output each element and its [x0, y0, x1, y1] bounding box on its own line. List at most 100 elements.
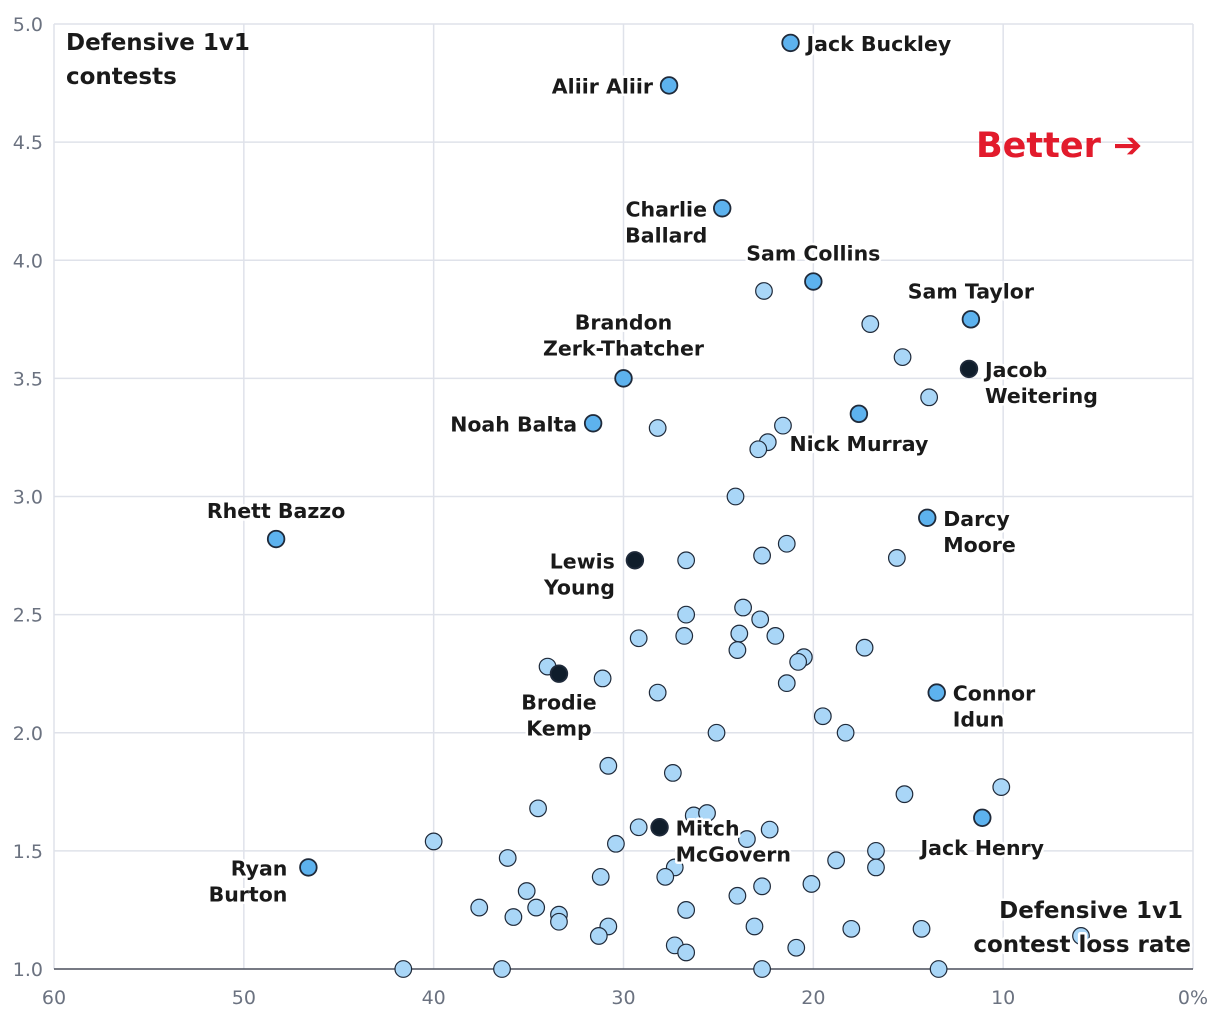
data-point — [777, 534, 796, 553]
data-point — [895, 785, 914, 804]
data-point — [734, 598, 752, 617]
data-point — [424, 832, 443, 851]
data-point — [607, 834, 625, 853]
data-point — [920, 388, 939, 407]
unlabeled-points — [394, 282, 1090, 978]
x-tick-label: 60 — [42, 987, 66, 1009]
x-axis-title-line-1: Defensive 1v1 — [999, 898, 1183, 924]
data-point — [593, 669, 612, 688]
data-point — [753, 546, 771, 565]
data-point — [728, 641, 747, 659]
point-label: Charlie Ballard — [625, 197, 707, 247]
data-point — [589, 927, 608, 945]
data-point-labeled — [781, 33, 800, 53]
data-point-labeled — [299, 858, 318, 877]
data-point-labeled — [804, 272, 823, 291]
y-tick-label: 3.0 — [13, 487, 43, 509]
data-point — [777, 674, 796, 693]
point-label-line: Weitering — [985, 384, 1098, 408]
point-label-line: Aliir Aliir — [552, 74, 654, 98]
data-point — [867, 841, 885, 860]
x-tick-label: 10 — [991, 987, 1015, 1009]
data-point — [698, 804, 716, 822]
data-point — [751, 610, 770, 629]
data-point — [827, 851, 846, 870]
data-point — [737, 830, 756, 848]
data-point — [504, 908, 523, 926]
data-point — [527, 898, 546, 917]
data-point — [663, 764, 682, 782]
point-label-line: Zerk-Thatcher — [543, 336, 705, 360]
point-label: Mitch McGovern — [676, 816, 791, 866]
data-point — [755, 282, 773, 300]
point-label-line: Sam Collins — [746, 242, 880, 266]
data-point — [726, 487, 745, 506]
x-tick-label: 50 — [232, 987, 256, 1009]
y-axis-title-line-1: Defensive 1v1 — [66, 30, 250, 56]
data-point-labeled — [713, 199, 732, 218]
data-point — [394, 960, 413, 978]
data-point-labeled — [961, 310, 981, 329]
point-label-line: Rhett Bazzo — [207, 499, 345, 523]
data-point — [629, 629, 648, 648]
point-label-line: Nick Murray — [789, 432, 928, 456]
point-label-line: Sam Taylor — [908, 279, 1035, 303]
data-point — [789, 652, 808, 671]
point-label-line: Ballard — [625, 223, 707, 247]
data-point-labeled — [625, 551, 645, 570]
data-point — [813, 707, 832, 726]
data-point — [867, 858, 885, 877]
data-point — [599, 756, 618, 775]
point-label: Aliir Aliir — [552, 74, 654, 98]
data-point — [861, 315, 880, 333]
data-point-labeled — [973, 808, 992, 828]
data-point — [470, 898, 489, 917]
labeled-points — [266, 33, 992, 877]
axis-ticks: 60 50 40 30 20 10 0% 1.0 1.5 2.0 2.5 3.0 3.5 4.0 4.5 5.… — [13, 14, 1208, 1009]
point-label-line: Noah Balta — [450, 412, 577, 436]
point-label: Jacob Weitering — [983, 358, 1098, 408]
data-point — [498, 849, 517, 867]
better-annotation: Better ➔ — [976, 126, 1142, 166]
point-label-line: Idun — [953, 708, 1005, 732]
data-point-labeled — [918, 508, 937, 527]
data-point — [855, 638, 874, 657]
y-tick-label: 2.5 — [13, 605, 43, 627]
point-label: Rhett Bazzo — [207, 499, 345, 523]
point-label: Nick Murray — [789, 432, 928, 456]
point-label-line: Jacob — [983, 358, 1047, 382]
data-point — [656, 867, 675, 886]
data-point — [749, 440, 768, 459]
data-point-labeled — [959, 359, 979, 379]
data-point — [677, 943, 696, 962]
x-axis-title: Defensive 1v1 contest loss rate — [973, 898, 1191, 958]
data-point — [591, 867, 610, 886]
data-point-labeled — [266, 529, 286, 549]
point-label-line: McGovern — [676, 842, 791, 866]
data-point-labeled — [849, 404, 869, 424]
y-tick-label: 1.5 — [13, 841, 43, 863]
y-tick-label: 3.5 — [13, 368, 43, 390]
data-point — [992, 778, 1011, 796]
data-point — [648, 419, 667, 437]
point-label: Ryan Burton — [209, 856, 288, 906]
y-tick-label: 4.0 — [13, 250, 43, 272]
data-point — [730, 624, 749, 643]
point-label-line: Ryan — [231, 856, 288, 880]
data-point — [753, 960, 771, 978]
y-axis-title-line-2: contests — [66, 64, 177, 90]
data-point-labeled — [927, 683, 946, 702]
point-label: Brandon Zerk-Thatcher — [543, 310, 705, 360]
point-label-line: Charlie — [625, 197, 707, 221]
point-label: Darcy Moore — [943, 507, 1016, 557]
point-label: Connor Idun — [953, 682, 1036, 732]
point-label-line: Moore — [943, 533, 1016, 557]
y-axis-title: Defensive 1v1 contests — [66, 30, 258, 90]
point-label: Jack Buckley — [805, 32, 952, 56]
data-point — [675, 626, 694, 645]
y-tick-label: 1.0 — [13, 959, 43, 981]
data-point-labeled — [659, 76, 679, 95]
data-point — [836, 723, 855, 742]
data-point — [787, 938, 806, 957]
